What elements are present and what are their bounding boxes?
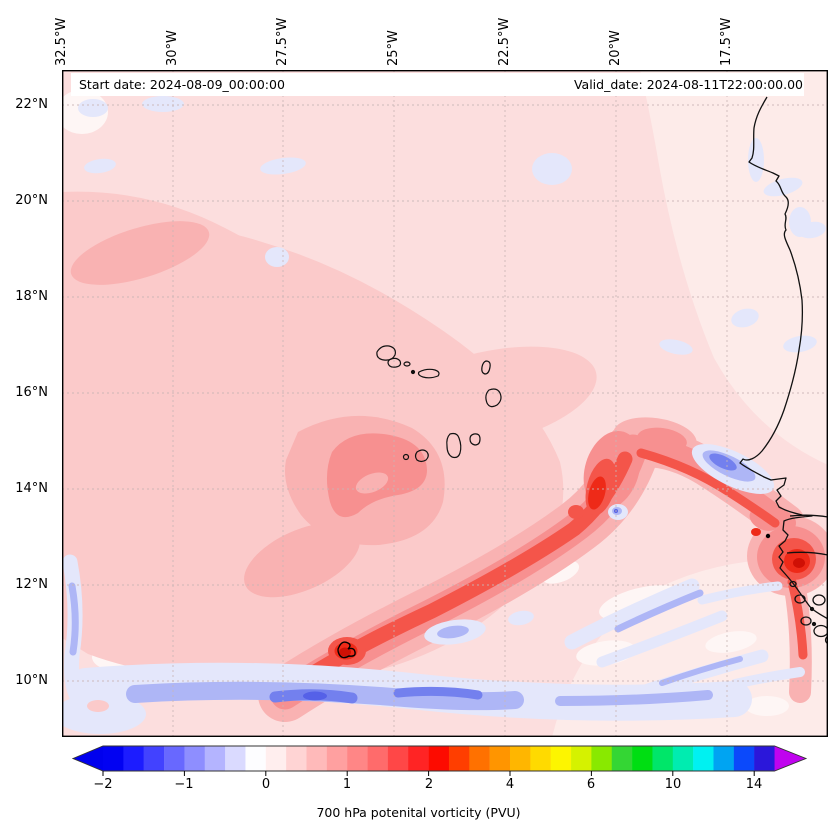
- y-tick-label: 14°N: [15, 481, 48, 496]
- cape-verde-islands: [376, 345, 502, 463]
- colorbar-cell: [306, 746, 328, 771]
- pv-small-positive-spot: [87, 700, 109, 712]
- y-tick-label: 18°N: [15, 289, 48, 304]
- x-tick-label: 27.5°W: [275, 17, 290, 66]
- colorbar-cell: [448, 746, 470, 771]
- colorbar-tick-label: 10: [664, 777, 682, 792]
- x-tick-label: 17.5°W: [719, 17, 734, 66]
- colorbar-tick-label: 2: [424, 777, 434, 792]
- colorbar-cell: [489, 746, 511, 771]
- colorbar-cell: [347, 746, 368, 771]
- colorbar-tick-label: 4: [505, 777, 515, 792]
- colorbar-tick-label: −2: [93, 777, 113, 792]
- bijagos-islands: [789, 580, 828, 645]
- x-tick-label: 32.5°W: [54, 17, 69, 66]
- x-tick-label: 30°W: [165, 30, 180, 66]
- colorbar-cell: [245, 746, 267, 771]
- colorbar-cell: [164, 746, 185, 771]
- colorbar-cell: [632, 746, 653, 771]
- colorbar-cell: [286, 746, 307, 771]
- colorbar-cell: [652, 746, 674, 771]
- colorbar-right-arrow: [774, 746, 806, 771]
- pv-max-contour: [337, 533, 771, 659]
- grid-lines: [62, 70, 828, 737]
- colorbar-cell: [123, 746, 144, 771]
- colorbar-cell: [754, 746, 775, 771]
- x-tick-label: 25°W: [386, 30, 401, 66]
- valid-date-text: Valid_date: 2024-08-11T22:00:00.00: [573, 77, 803, 92]
- pv-contour-map: [62, 70, 828, 737]
- plot-frame: [62, 70, 828, 737]
- colorbar-left-arrow: [73, 746, 103, 771]
- start-date-text: Start date: 2024-08-09_00:00:00: [79, 77, 285, 92]
- colorbar-cell: [184, 746, 205, 771]
- colorbar-tick-label: −1: [174, 777, 194, 792]
- colorbar-cell: [469, 746, 490, 771]
- y-tick-label: 12°N: [15, 577, 48, 592]
- colorbar-cell: [387, 746, 409, 771]
- y-tick-label: 16°N: [15, 385, 48, 400]
- y-tick-label: 20°N: [15, 193, 48, 208]
- colorbar-label: 700 hPa potenital vorticity (PVU): [316, 805, 521, 820]
- colorbar-tick-label: 6: [586, 777, 596, 792]
- colorbar-cell: [367, 746, 389, 771]
- colorbar-cells: [103, 746, 775, 771]
- y-tick-label: 22°N: [15, 97, 48, 112]
- colorbar-cell: [530, 746, 551, 771]
- colorbar-tick-label: 14: [745, 777, 763, 792]
- africa-coastline: [739, 96, 828, 645]
- colorbar-cell: [693, 746, 714, 771]
- colorbar-cell: [103, 746, 124, 771]
- colorbar-cell: [265, 746, 287, 771]
- colorbar-cell: [713, 746, 735, 771]
- colorbar-cell: [672, 746, 694, 771]
- colorbar-cell: [408, 746, 429, 771]
- casamance-river: [786, 551, 828, 556]
- title-banner: [71, 73, 804, 96]
- colorbar-cell: [571, 746, 592, 771]
- x-tick-label: 22.5°W: [497, 17, 512, 66]
- colorbar-tick-label: 1: [342, 777, 352, 792]
- colorbar-cell: [510, 746, 531, 771]
- colorbar-cell: [225, 746, 246, 771]
- x-tick-label: 20°W: [608, 30, 623, 66]
- colorbar-cell: [204, 746, 226, 771]
- gambia-river: [789, 514, 828, 518]
- colorbar-cell: [550, 746, 572, 771]
- colorbar-cell: [733, 746, 755, 771]
- colorbar-tick-marks: [102, 771, 755, 776]
- pv-field-negative-strong: [269, 453, 737, 704]
- colorbar-cell: [428, 746, 450, 771]
- pv-max-dot: [765, 533, 771, 539]
- colorbar-cell: [591, 746, 612, 771]
- colorbar: [72, 745, 808, 776]
- colorbar-cell: [611, 746, 633, 771]
- y-tick-label: 10°N: [15, 673, 48, 688]
- colorbar-tick-label: 0: [261, 777, 271, 792]
- colorbar-cell: [143, 746, 165, 771]
- pv-maxima: [334, 476, 810, 660]
- colorbar-cell: [326, 746, 348, 771]
